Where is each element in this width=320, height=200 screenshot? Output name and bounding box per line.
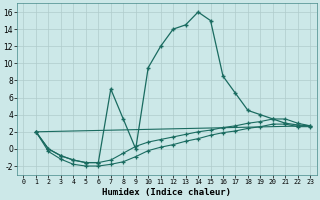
X-axis label: Humidex (Indice chaleur): Humidex (Indice chaleur): [102, 188, 231, 197]
